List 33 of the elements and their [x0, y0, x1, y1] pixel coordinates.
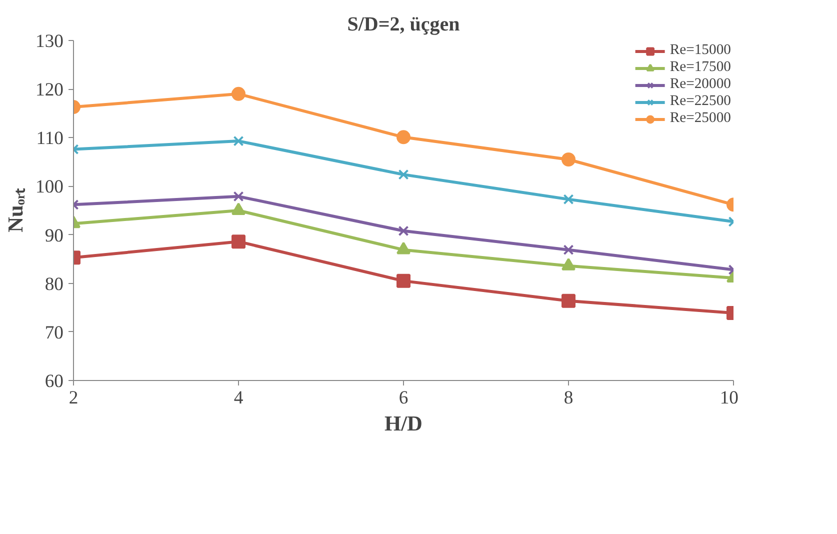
point: [398, 169, 409, 180]
y-tick-label: 130: [36, 31, 64, 52]
y-tick-label: 80: [44, 274, 64, 295]
point: [232, 234, 246, 249]
legend-label: Re=25000: [670, 110, 731, 127]
legend-label: Re=15000: [670, 42, 731, 59]
y-tick-label: 120: [36, 80, 64, 101]
y-axis-title: Nuₒᵣₜ: [4, 188, 28, 232]
point: [232, 86, 246, 101]
x-tick-label: 4: [234, 388, 244, 408]
x-tick-label: 6: [398, 388, 408, 408]
legend-label: Re=22500: [670, 93, 731, 110]
y-tick-label: 90: [44, 225, 64, 246]
point: [562, 152, 576, 166]
y-tick-label: 100: [36, 176, 64, 198]
chart-title: S/D=2, üçgen: [347, 14, 460, 36]
point: [233, 191, 244, 202]
y-tick-label: 60: [44, 371, 64, 392]
x-tick-label: 2: [68, 388, 78, 408]
x-tick-label: 10: [720, 388, 738, 408]
point: [563, 244, 574, 256]
point: [563, 194, 574, 205]
y-tick-label: 70: [44, 322, 64, 344]
x-axis-title: H/D: [384, 412, 422, 436]
point: [398, 226, 409, 236]
legend-label: Re=17500: [670, 59, 731, 76]
point: [562, 294, 576, 308]
point: [396, 274, 410, 288]
legend-label: Re=20000: [670, 76, 731, 93]
point: [396, 130, 410, 144]
point: [233, 136, 244, 146]
y-tick-label: 110: [36, 128, 64, 150]
x-tick-label: 8: [564, 388, 574, 408]
